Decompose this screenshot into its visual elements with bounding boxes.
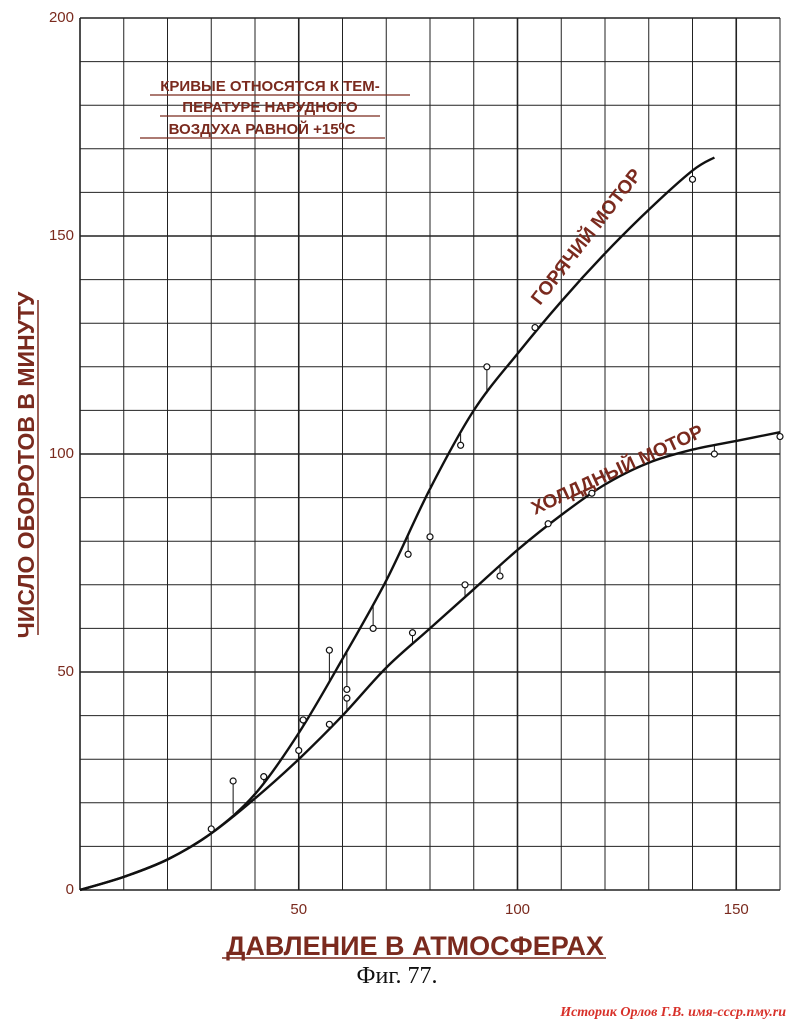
tick-labels: 50 100 150 0 50 100 150 200	[49, 9, 749, 918]
y-axis-title: ЧИСЛО ОБОРОТОВ В МИНУТУ	[13, 291, 39, 638]
hot-motor-point	[457, 441, 465, 449]
curves	[79, 156, 781, 892]
hot-motor-curve	[79, 156, 716, 892]
hot-motor-point	[369, 624, 377, 633]
cold-motor-curve	[79, 431, 781, 892]
annotation-block: КРИВЫЕ ОТНОСЯТСЯ К ТЕМ- ПЕРАТУРЕ НАРУДНО…	[140, 78, 410, 139]
hot-motor-point	[404, 550, 412, 558]
cold-motor-point	[710, 450, 718, 458]
y-tick-label: 200	[49, 9, 74, 26]
cold-motor-label: ХОЛДДНЫЙ МОТОР	[528, 420, 707, 519]
grid	[79, 17, 781, 891]
data-points	[207, 170, 784, 834]
cold-motor-point	[588, 489, 596, 497]
cold-motor-point	[325, 720, 333, 728]
x-tick-label: 100	[505, 901, 530, 918]
x-tick-label: 150	[724, 901, 749, 918]
hot-motor-point	[229, 777, 237, 785]
hot-motor-point	[260, 773, 268, 781]
hot-motor-point	[299, 716, 307, 724]
hot-motor-point	[483, 363, 491, 371]
cold-motor-point	[544, 520, 552, 528]
cold-motor-point	[496, 572, 504, 580]
watermark: Историк Орлов Г.В. имя-ссср.пму.ru	[559, 1005, 786, 1020]
figure-caption: Фиг. 77.	[357, 963, 438, 989]
y-tick-label: 0	[66, 881, 74, 898]
annotation-line-1: КРИВЫЕ ОТНОСЯТСЯ К ТЕМ-	[160, 78, 380, 95]
hot-motor-point	[426, 533, 434, 541]
cold-motor-point	[343, 694, 351, 702]
hot-motor-point	[325, 646, 333, 654]
y-tick-label: 50	[57, 663, 74, 680]
y-tick-label: 100	[49, 445, 74, 462]
hot-motor-point	[343, 685, 351, 694]
cold-motor-point	[207, 825, 215, 833]
cold-motor-point	[408, 629, 417, 637]
cold-motor-point	[776, 432, 784, 441]
hot-motor-point	[688, 175, 697, 183]
annotation-line-3: ВОЗДУХА РАВНОЙ +15⁰С	[169, 120, 356, 138]
x-axis-title: ДАВЛЕНИЕ В АТМОСФЕРАХ	[226, 931, 604, 961]
hot-motor-point	[531, 323, 539, 332]
y-tick-label: 150	[49, 227, 74, 244]
x-tick-label: 50	[290, 901, 307, 918]
cold-motor-point	[295, 746, 303, 755]
cold-motor-point	[461, 581, 469, 589]
annotation-line-2: ПЕРАТУРЕ НАРУДНОГО	[182, 99, 358, 116]
